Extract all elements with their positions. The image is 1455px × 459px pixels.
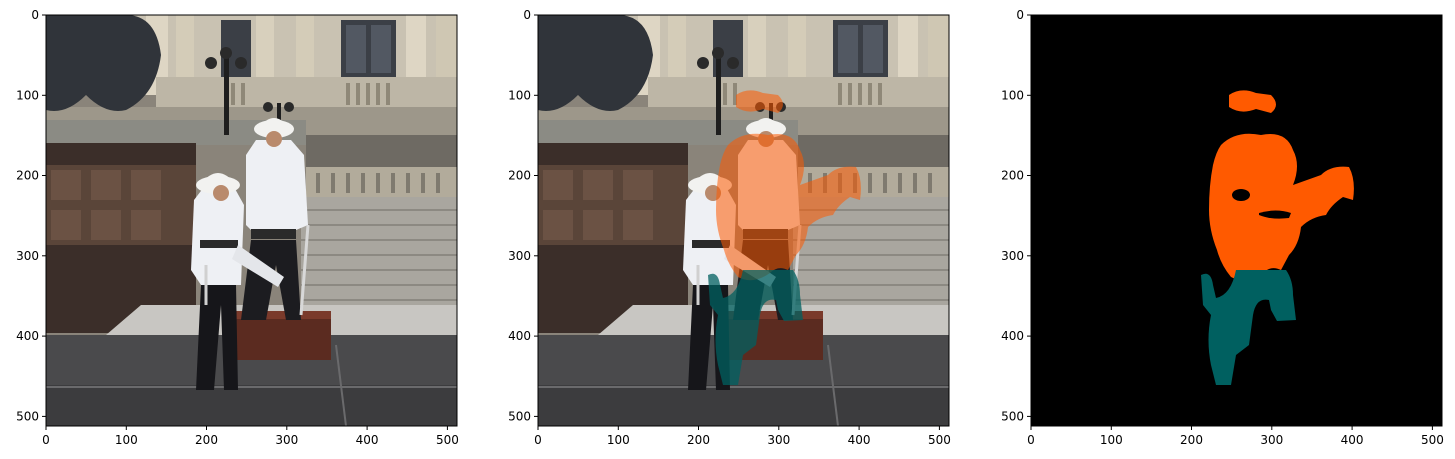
x-tick-label: 300 bbox=[275, 433, 298, 447]
original-photo-image bbox=[46, 15, 457, 426]
x-axis: 0 100 200 300 400 500 bbox=[42, 426, 459, 447]
panel-original-photo: 0 100 200 300 400 500 0 100 200 300 400 … bbox=[16, 8, 459, 447]
y-tick-label: 100 bbox=[508, 88, 531, 102]
y-axis: 0 100 200 300 400 500 bbox=[16, 8, 46, 423]
axes-frame bbox=[1030, 14, 1443, 427]
y-tick-label: 200 bbox=[1001, 169, 1024, 183]
y-tick-label: 400 bbox=[1001, 329, 1024, 343]
y-tick-label: 200 bbox=[16, 169, 39, 183]
x-tick-label: 100 bbox=[607, 433, 630, 447]
panel-segmentation-mask: 0 100 200 300 400 500 0 100 200 300 400 … bbox=[1001, 8, 1444, 447]
y-tick-label: 500 bbox=[1001, 409, 1024, 423]
y-tick-label: 300 bbox=[1001, 249, 1024, 263]
axes-frame bbox=[45, 14, 458, 427]
y-tick-label: 300 bbox=[16, 249, 39, 263]
y-tick-label: 0 bbox=[1016, 8, 1024, 22]
y-tick-label: 400 bbox=[16, 329, 39, 343]
x-tick-label: 400 bbox=[356, 433, 379, 447]
y-tick-label: 300 bbox=[508, 249, 531, 263]
y-tick-label: 500 bbox=[508, 409, 531, 423]
x-tick-label: 0 bbox=[534, 433, 542, 447]
x-tick-label: 400 bbox=[1341, 433, 1364, 447]
x-tick-label: 500 bbox=[1421, 433, 1444, 447]
overlay-photo-image bbox=[538, 15, 949, 426]
y-tick-label: 100 bbox=[1001, 88, 1024, 102]
y-tick-label: 200 bbox=[508, 169, 531, 183]
x-tick-label: 0 bbox=[1027, 433, 1035, 447]
x-axis: 0 100 200 300 400 500 bbox=[1027, 426, 1444, 447]
x-tick-label: 100 bbox=[1100, 433, 1123, 447]
y-tick-label: 0 bbox=[523, 8, 531, 22]
x-tick-label: 200 bbox=[1180, 433, 1203, 447]
y-axis: 0 100 200 300 400 500 bbox=[1001, 8, 1031, 423]
x-tick-label: 500 bbox=[928, 433, 951, 447]
x-tick-label: 200 bbox=[195, 433, 218, 447]
panel-overlay-photo: 0 100 200 300 400 500 0 100 200 300 400 … bbox=[508, 8, 951, 447]
x-tick-label: 100 bbox=[115, 433, 138, 447]
y-tick-label: 400 bbox=[508, 329, 531, 343]
x-axis: 0 100 200 300 400 500 bbox=[534, 426, 951, 447]
x-tick-label: 0 bbox=[42, 433, 50, 447]
x-tick-label: 500 bbox=[436, 433, 459, 447]
segmentation-mask-image bbox=[1031, 15, 1442, 426]
y-tick-label: 500 bbox=[16, 409, 39, 423]
y-axis: 0 100 200 300 400 500 bbox=[508, 8, 538, 423]
y-tick-label: 0 bbox=[31, 8, 39, 22]
y-tick-label: 100 bbox=[16, 88, 39, 102]
x-tick-label: 300 bbox=[1260, 433, 1283, 447]
x-tick-label: 400 bbox=[848, 433, 871, 447]
x-tick-label: 300 bbox=[767, 433, 790, 447]
axes-frame bbox=[537, 14, 950, 427]
x-tick-label: 200 bbox=[687, 433, 710, 447]
